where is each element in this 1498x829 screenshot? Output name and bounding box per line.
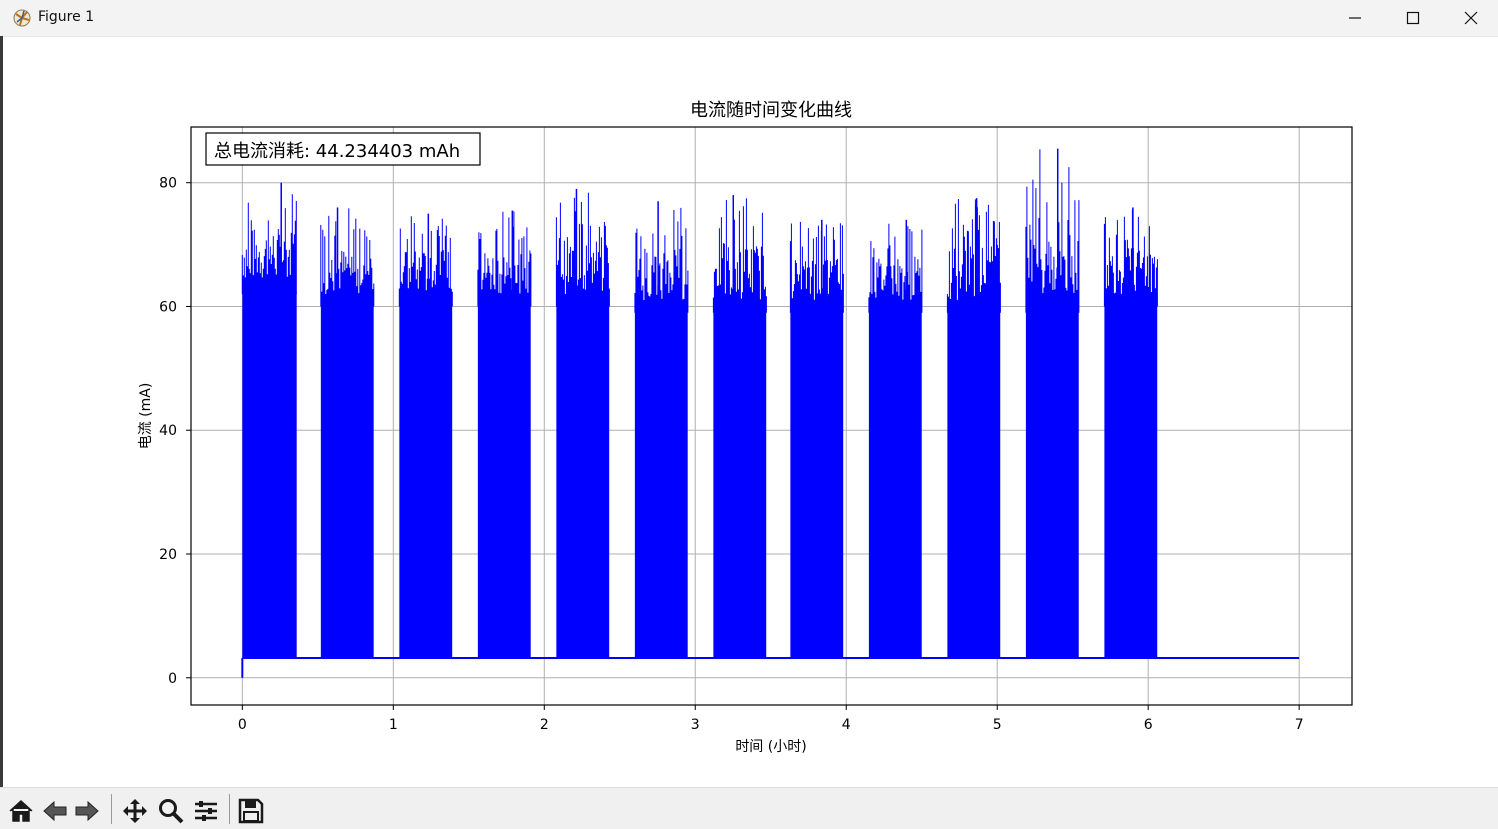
- x-tick-label: 7: [1295, 717, 1304, 733]
- axes-frame: [190, 126, 1353, 706]
- burst-spikes: [946, 199, 1001, 313]
- burst-body: [790, 309, 844, 658]
- y-tick-label: 60: [159, 299, 177, 315]
- maximize-button[interactable]: [1384, 0, 1442, 36]
- series-layer: [241, 148, 1300, 678]
- save-icon: [238, 798, 264, 824]
- x-tick-label: 2: [540, 717, 549, 733]
- window-title: Figure 1: [38, 9, 95, 25]
- y-axis-label: 电流 (mA): [138, 383, 154, 450]
- minimize-button[interactable]: [1326, 0, 1384, 36]
- back-icon: [43, 800, 67, 822]
- annotation-box: [205, 132, 481, 166]
- burst-spikes: [398, 216, 453, 307]
- burst-body: [242, 290, 297, 658]
- close-icon: [1464, 11, 1478, 25]
- burst-body: [634, 309, 688, 658]
- home-icon: [9, 799, 33, 822]
- forward-icon: [75, 800, 99, 822]
- burst-spikes: [789, 221, 844, 313]
- pan-button[interactable]: [120, 796, 150, 826]
- y-tick-label: 80: [159, 176, 177, 192]
- x-tick-label: 5: [993, 717, 1002, 733]
- burst-body: [1025, 309, 1079, 658]
- minimize-icon: [1349, 17, 1361, 19]
- y-tick-label: 40: [159, 423, 177, 439]
- y-tick-label: 0: [168, 671, 177, 687]
- x-tick-label: 6: [1144, 717, 1153, 733]
- window-left-edge: [0, 36, 3, 828]
- x-axis-label: 时间 (小时): [735, 739, 806, 755]
- chart-svg[interactable]: 0 1 2 3 4 5 6 7 0 20 40 60 80 电流随时间变化曲线 时间 (小时) 电流 (…: [0, 0, 1498, 787]
- zoom-button[interactable]: [156, 796, 186, 826]
- maximize-icon: [1406, 11, 1420, 25]
- x-tick-label: 4: [842, 717, 851, 733]
- burst-spikes: [1103, 209, 1158, 307]
- toolbar-separator: [111, 794, 112, 824]
- burst-body: [320, 303, 374, 658]
- burst-body: [477, 303, 531, 658]
- burst-spikes: [712, 198, 767, 313]
- x-tick-label: 1: [389, 717, 398, 733]
- zoom-icon: [159, 799, 184, 824]
- tick-layer: 0 1 2 3 4 5 6 7 0 20 40 60 80: [159, 176, 1303, 733]
- burst-spikes: [634, 207, 689, 313]
- x-tick-label: 3: [691, 717, 700, 733]
- matplotlib-app-icon: [13, 9, 31, 27]
- burst-spikes: [477, 211, 532, 307]
- burst-spikes: [241, 194, 297, 295]
- burst-spikes: [1025, 149, 1080, 313]
- navigation-toolbar: [0, 787, 1498, 829]
- burst-body: [556, 303, 610, 658]
- chart-title: 电流随时间变化曲线: [690, 100, 852, 121]
- window-titlebar: Figure 1: [0, 0, 1498, 37]
- toolbar-separator: [229, 794, 230, 824]
- close-button[interactable]: [1442, 0, 1498, 36]
- burst-body: [868, 309, 922, 658]
- forward-button[interactable]: [72, 796, 102, 826]
- configure-subplots-icon: [195, 801, 217, 821]
- burst-body: [1104, 303, 1158, 658]
- configure-subplots-button[interactable]: [191, 796, 221, 826]
- burst-body: [947, 309, 1001, 658]
- pan-icon: [123, 799, 147, 823]
- burst-spikes: [868, 223, 923, 313]
- annotation-text: 总电流消耗: 44.234403 mAh: [214, 141, 460, 162]
- back-button[interactable]: [40, 796, 70, 826]
- burst-spikes: [320, 208, 375, 307]
- home-button[interactable]: [6, 796, 36, 826]
- x-tick-label: 0: [238, 717, 247, 733]
- save-button[interactable]: [236, 796, 266, 826]
- y-tick-label: 20: [159, 547, 177, 563]
- burst-body: [399, 303, 453, 658]
- burst-spikes: [555, 192, 610, 307]
- burst-body: [713, 309, 767, 658]
